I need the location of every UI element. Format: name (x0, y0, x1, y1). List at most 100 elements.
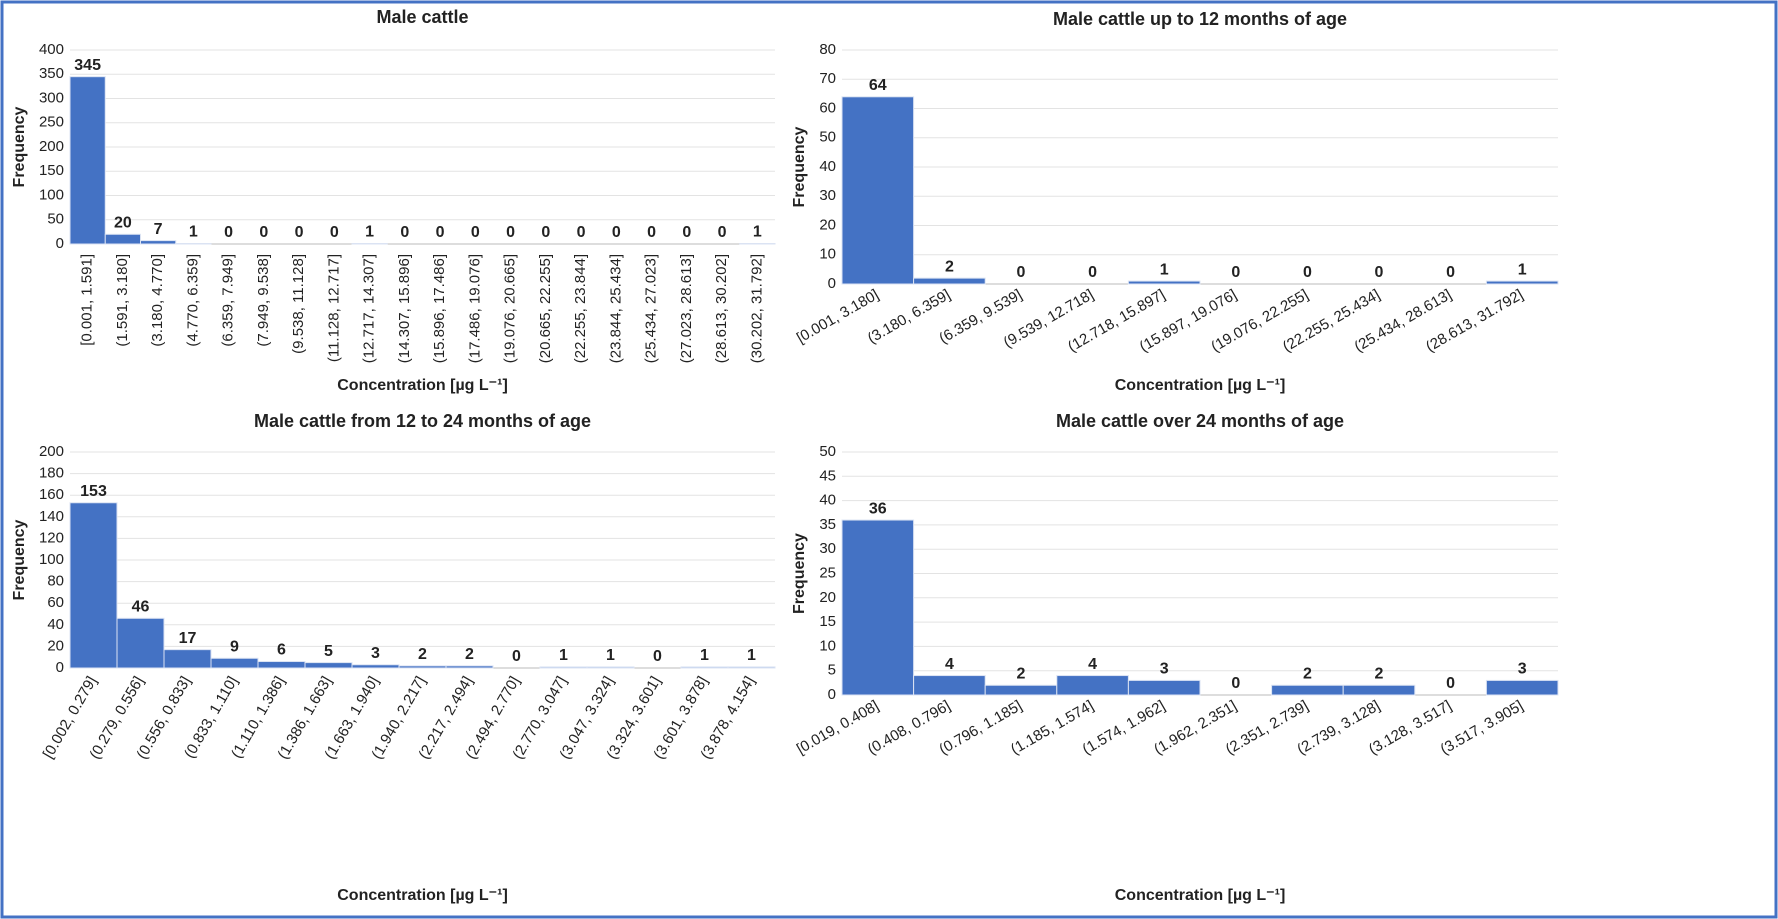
data-label: 0 (295, 224, 304, 241)
y-tick-label: 45 (819, 467, 836, 484)
data-label: 20 (114, 215, 132, 232)
y-tick-label: 30 (819, 187, 836, 204)
y-tick-label: 40 (47, 616, 64, 633)
y-tick-label: 20 (819, 216, 836, 233)
data-label: 0 (647, 224, 656, 241)
bar (1127, 280, 1201, 285)
bar (913, 675, 986, 696)
y-tick-label: 80 (819, 41, 836, 58)
data-label: 0 (541, 224, 550, 241)
data-label: 0 (1446, 675, 1455, 692)
x-tick-label: (17.486, 19.076] (466, 254, 483, 363)
data-label: 1 (700, 647, 709, 664)
data-label: 1 (1160, 261, 1169, 278)
x-tick-label: (28.613, 30.202] (713, 254, 730, 363)
y-tick-label: 350 (39, 65, 64, 82)
x-axis-title: Concentration [µg L⁻¹] (1115, 377, 1286, 394)
x-tick-label: (14.307, 15.896] (396, 254, 413, 363)
x-tick-label: (1.591, 3.180] (114, 254, 131, 347)
y-tick-label: 20 (819, 589, 836, 606)
data-label: 0 (1231, 264, 1240, 281)
data-label: 345 (74, 57, 101, 74)
bar (1056, 675, 1129, 696)
data-label: 2 (1017, 665, 1026, 682)
x-tick-label: (6.359, 7.949] (220, 254, 237, 347)
y-tick-label: 0 (56, 659, 64, 676)
data-label: 3 (1518, 661, 1527, 678)
bar (304, 662, 353, 669)
x-tick-label: (23.844, 25.434] (607, 254, 624, 363)
chart-title: Male cattle from 12 to 24 months of age (254, 411, 591, 431)
x-axis-title: Concentration [µg L⁻¹] (1115, 887, 1286, 904)
x-tick-label: (25.434, 27.023] (643, 254, 660, 363)
x-tick-label: (7.949, 9.538] (255, 254, 272, 347)
x-tick-label: (19.076, 20.665] (502, 254, 519, 363)
data-label: 2 (465, 646, 474, 663)
data-label: 2 (1303, 665, 1312, 682)
x-axis-title: Concentration [µg L⁻¹] (337, 887, 508, 904)
data-label: 0 (577, 224, 586, 241)
data-label: 7 (154, 221, 163, 238)
bar (1127, 679, 1201, 696)
y-tick-label: 140 (39, 508, 64, 525)
data-label: 1 (747, 647, 756, 664)
x-tick-label: (27.023, 28.613] (678, 254, 695, 363)
bar (841, 96, 915, 285)
data-label: 1 (189, 224, 198, 241)
y-axis-title: Frequency (791, 533, 808, 614)
y-tick-label: 30 (819, 540, 836, 557)
data-label: 0 (1017, 264, 1026, 281)
bar (116, 617, 165, 669)
data-label: 0 (718, 224, 727, 241)
y-tick-label: 80 (47, 573, 64, 590)
bar (69, 502, 118, 669)
y-tick-label: 100 (39, 186, 64, 203)
data-label: 2 (1375, 665, 1384, 682)
y-tick-label: 200 (39, 138, 64, 155)
data-label: 5 (324, 643, 333, 660)
chart-title: Male cattle (376, 7, 468, 27)
data-label: 0 (471, 224, 480, 241)
y-tick-label: 70 (819, 70, 836, 87)
data-label: 0 (653, 648, 662, 665)
y-axis-title: Frequency (11, 519, 28, 600)
y-tick-label: 0 (56, 235, 64, 252)
x-tick-label: (30.202, 31.792] (748, 254, 765, 363)
y-tick-label: 250 (39, 114, 64, 131)
y-tick-label: 20 (47, 637, 64, 654)
data-label: 0 (1231, 675, 1240, 692)
y-tick-label: 0 (828, 686, 836, 703)
y-tick-label: 180 (39, 465, 64, 482)
bar (1485, 280, 1559, 285)
bar (841, 519, 915, 696)
y-tick-label: 150 (39, 162, 64, 179)
y-axis-title: Frequency (791, 126, 808, 207)
data-label: 153 (80, 483, 107, 500)
data-label: 0 (1303, 264, 1312, 281)
data-label: 2 (945, 258, 954, 275)
y-tick-label: 50 (819, 443, 836, 460)
chart-title: Male cattle up to 12 months of age (1053, 9, 1347, 29)
data-label: 36 (869, 500, 887, 517)
y-tick-label: 400 (39, 41, 64, 58)
data-label: 3 (1160, 661, 1169, 678)
data-label: 0 (259, 224, 268, 241)
data-label: 4 (945, 656, 954, 673)
y-tick-label: 0 (828, 275, 836, 292)
x-tick-label: (20.665, 22.255] (537, 254, 554, 363)
y-tick-label: 10 (819, 246, 836, 263)
data-label: 0 (330, 224, 339, 241)
data-label: 6 (277, 642, 286, 659)
data-label: 1 (753, 224, 762, 241)
x-tick-label: (4.770, 6.359] (184, 254, 201, 347)
y-tick-label: 40 (819, 492, 836, 509)
y-tick-label: 15 (819, 613, 836, 630)
data-label: 0 (682, 224, 691, 241)
y-tick-label: 40 (819, 158, 836, 175)
data-label: 0 (1446, 264, 1455, 281)
y-tick-label: 10 (819, 637, 836, 654)
data-label: 3 (371, 645, 380, 662)
y-tick-label: 25 (819, 564, 836, 581)
data-label: 0 (506, 224, 515, 241)
